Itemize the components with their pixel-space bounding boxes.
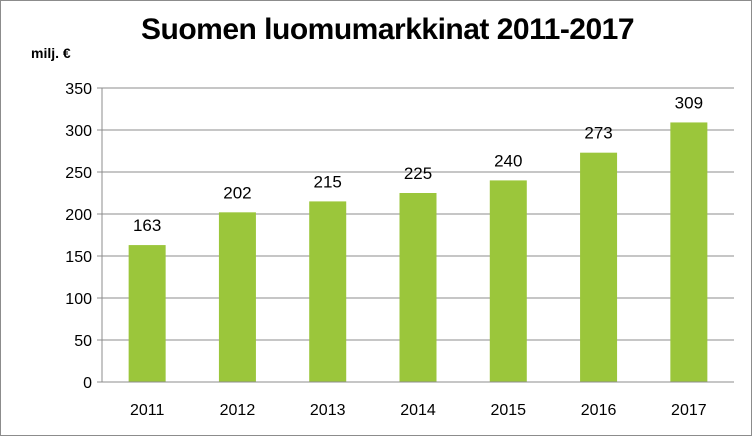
bar [399,193,437,382]
bar [128,245,166,382]
data-label: 163 [133,216,161,235]
y-tick-label: 250 [65,165,92,182]
bars [128,122,708,382]
y-tick-label: 350 [65,81,92,98]
x-tick-label: 2015 [490,402,526,419]
data-label: 273 [584,124,612,143]
x-tick-label: 2012 [220,402,256,419]
data-label: 225 [404,164,432,183]
axes [101,88,734,383]
bar [309,201,347,382]
y-tick-label: 300 [65,123,92,140]
bar [489,180,527,382]
x-tick-label: 2017 [671,402,707,419]
y-tick-label: 150 [65,249,92,266]
x-tick-label: 2016 [581,402,617,419]
y-tick-label: 200 [65,207,92,224]
y-tick-label: 0 [83,375,92,392]
x-axis-ticks: 2011 2012 2013 2014 2015 2016 2017 [130,402,707,419]
y-tick-label: 100 [65,291,92,308]
y-axis-ticks: 0 50 100 150 200 250 300 350 [65,81,92,392]
data-label: 215 [314,172,342,191]
bar [580,152,618,382]
bar [670,122,708,382]
data-label: 309 [675,93,703,112]
data-label: 202 [223,183,251,202]
bar [218,212,256,382]
chart-title: Suomen luomumarkkinat 2011-2017 [141,13,635,46]
y-axis-unit-label: milj. € [31,45,71,61]
x-tick-label: 2011 [130,402,165,419]
y-tick-label: 50 [74,333,92,350]
data-labels: 163 202 215 225 240 273 309 [133,93,703,235]
x-tick-label: 2013 [310,402,346,419]
data-label: 240 [494,151,522,170]
x-tick-label: 2014 [400,402,436,419]
